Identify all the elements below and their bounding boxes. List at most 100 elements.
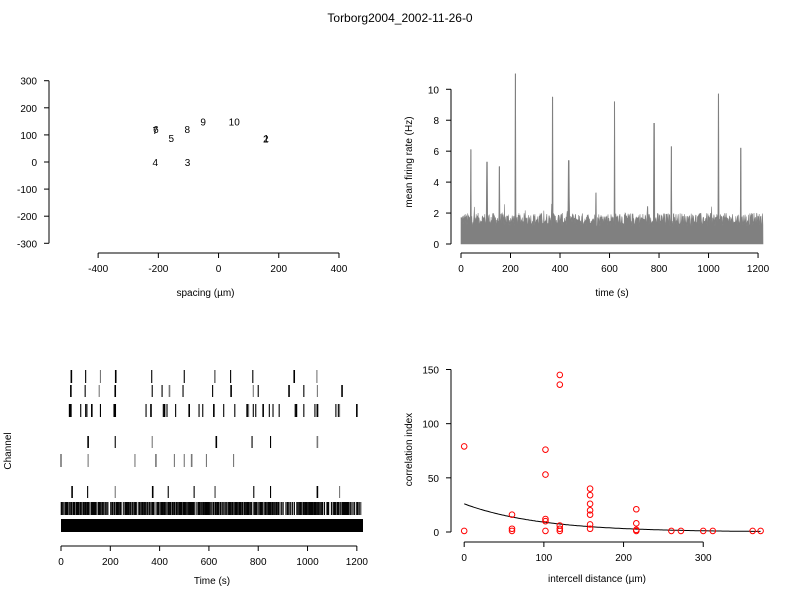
x-tick-label: 200: [270, 264, 287, 275]
y-tick-label: -100: [17, 185, 37, 196]
y-tick-label: -200: [17, 212, 37, 223]
channel-2-raster: [60, 502, 362, 515]
y-axis-label: mean firing rate (Hz): [404, 116, 415, 207]
channel-3-raster: [71, 486, 341, 498]
y-axis-label: Channel: [3, 432, 14, 469]
correlation-point: [542, 527, 549, 535]
correlation-point: [633, 527, 640, 535]
correlation-point: [699, 527, 707, 535]
x-tick-label: 0: [461, 553, 467, 564]
y-axis-label: correlation index: [404, 413, 415, 486]
x-tick-label: 200: [615, 553, 632, 564]
y-tick-label: 150: [422, 366, 439, 377]
channel-5-raster: [87, 436, 319, 448]
correlation-point: [542, 446, 549, 453]
channel-1-raster: [61, 519, 363, 532]
y-tick-label: 0: [31, 158, 37, 169]
y-tick-label: -300: [17, 239, 37, 250]
correlation-point: [586, 485, 594, 492]
x-tick-label: 600: [201, 557, 218, 568]
y-tick-label: 0: [433, 240, 439, 251]
y-tick-label: 10: [428, 85, 440, 96]
y-tick-label: 200: [20, 104, 37, 115]
correlation-point: [709, 527, 717, 535]
electrode-label: 1: [263, 134, 269, 145]
correlation-point: [586, 507, 594, 514]
x-tick-label: 600: [601, 264, 618, 275]
correlation-point: [749, 527, 756, 535]
channel-7-raster: [68, 404, 358, 417]
fit-curve: [464, 503, 761, 532]
spike-raster-panel: 0 200 400 600 800 1000 1200 Time (s) Channel: [3, 370, 368, 587]
correlation-point: [460, 527, 468, 535]
correlation-point: [586, 525, 594, 533]
x-axis-label: Time (s): [194, 576, 230, 587]
y-tick-label: 0: [433, 528, 439, 539]
x-axis-label: intercell distance (µm): [548, 574, 646, 585]
x-tick-label: 300: [695, 553, 712, 564]
x-tick-label: 0: [216, 264, 222, 275]
firing-rate-panel: 0 2 4 6 8 10 0 200 400 600 800 1000 1200 time (s) mean…: [404, 73, 770, 299]
electrode-label: 4: [153, 158, 159, 169]
x-tick-label: 800: [651, 264, 668, 275]
correlation-point: [556, 371, 564, 379]
channel-9-raster: [70, 370, 318, 383]
correlation-point: [586, 491, 594, 499]
figure-title: Torborg2004_2002-11-26-0: [327, 11, 473, 25]
correlation-point: [508, 511, 516, 518]
correlation-panel: 0 50 100 150 0 100 200 300 intercell distance (µ…: [404, 366, 764, 585]
x-tick-label: -400: [88, 264, 108, 275]
x-tick-label: 800: [250, 557, 267, 568]
y-tick-label: 300: [20, 77, 37, 88]
x-tick-label: 400: [151, 557, 168, 568]
correlation-point: [542, 515, 549, 523]
y-tick-label: 6: [433, 147, 439, 158]
electrode-label: 7: [153, 126, 159, 137]
electrode-label: 5: [169, 134, 175, 145]
x-tick-label: -200: [148, 264, 168, 275]
electrode-position-panel: -300 -200 -100 0 100 200 300 -400 -200 0 200 400 spa…: [17, 77, 348, 299]
x-tick-label: 1200: [747, 264, 770, 275]
electrode-label: 8: [184, 125, 190, 136]
correlation-point: [668, 527, 675, 535]
x-tick-label: 400: [552, 264, 569, 275]
electrode-label: 10: [229, 117, 241, 128]
y-tick-label: 50: [428, 474, 440, 485]
x-tick-label: 0: [58, 557, 64, 568]
y-tick-label: 2: [433, 209, 439, 220]
electrode-label: 2: [263, 134, 269, 145]
correlation-point: [677, 527, 685, 535]
y-tick-label: 8: [433, 116, 439, 127]
channel-8-raster: [70, 385, 343, 397]
correlation-point: [460, 443, 468, 450]
correlation-point: [633, 520, 640, 527]
x-tick-label: 400: [331, 264, 348, 275]
correlation-point: [508, 527, 516, 535]
correlation-point: [556, 525, 564, 533]
correlation-point: [586, 500, 594, 508]
x-axis-label: time (s): [595, 288, 628, 299]
electrode-label: 9: [200, 117, 206, 128]
y-tick-label: 100: [422, 420, 439, 431]
correlation-point: [556, 527, 564, 535]
y-tick-label: 100: [20, 131, 37, 142]
electrode-label: 3: [185, 158, 191, 169]
x-axis-label: spacing (µm): [177, 288, 235, 299]
firing-rate-area: [460, 73, 764, 245]
x-tick-label: 200: [102, 557, 119, 568]
correlation-point: [757, 527, 764, 535]
electrode-label: 6: [153, 125, 159, 136]
y-tick-label: 4: [433, 178, 439, 189]
x-tick-label: 100: [536, 553, 553, 564]
correlation-point: [586, 521, 594, 528]
x-tick-label: 1000: [697, 264, 720, 275]
x-tick-label: 0: [458, 264, 464, 275]
correlation-point: [542, 471, 549, 478]
correlation-point: [633, 505, 640, 513]
x-tick-label: 1200: [346, 557, 369, 568]
x-tick-label: 1000: [296, 557, 319, 568]
correlation-point: [542, 517, 549, 525]
correlation-point: [586, 511, 594, 518]
correlation-point: [556, 381, 564, 388]
